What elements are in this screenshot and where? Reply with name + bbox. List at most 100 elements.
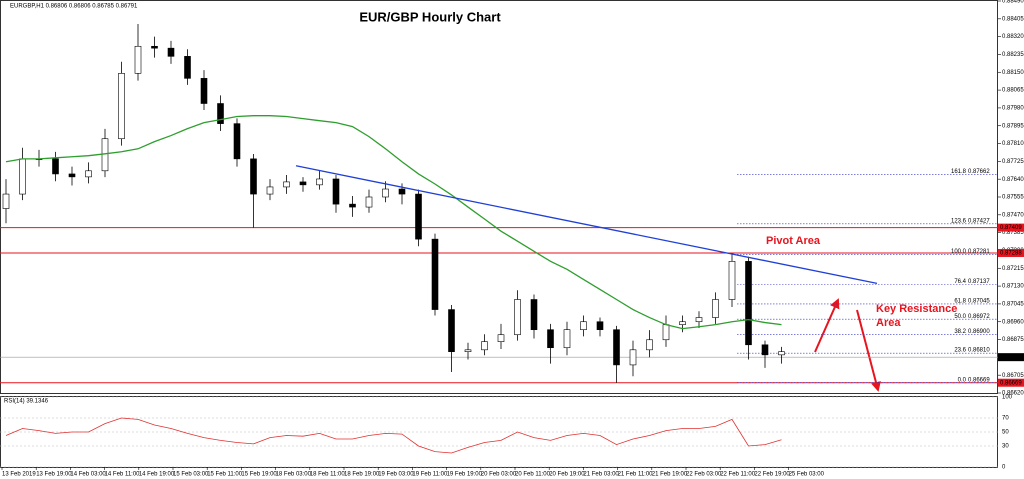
- y-tick-label: 0.86705: [1002, 373, 1024, 379]
- rsi-frame: [0, 396, 998, 468]
- candle-body: [695, 317, 703, 323]
- candle-body: [778, 351, 785, 356]
- candle-body: [481, 341, 488, 351]
- candle-body: [563, 329, 571, 349]
- candle-body: [398, 188, 406, 195]
- candle-body: [266, 186, 274, 195]
- candle-body: [85, 170, 92, 178]
- fib-price: 0.87281: [968, 249, 990, 255]
- y-tick-label: 0.87555: [1002, 195, 1024, 201]
- candle-body: [316, 178, 323, 186]
- x-tick-label: 22 Feb 03:00: [686, 472, 722, 478]
- candle-body: [283, 181, 290, 188]
- annotation: Area: [876, 317, 901, 329]
- x-tick-label: 20 Feb 03:00: [481, 472, 517, 478]
- main-frame: [0, 0, 998, 394]
- moving-average: [5, 115, 782, 330]
- y-tick-label: 0.88405: [1002, 16, 1024, 22]
- y-tick-label: 0.87215: [1002, 266, 1024, 272]
- candle-body: [646, 339, 653, 351]
- x-tick-label: 13 Feb 19:00: [36, 472, 72, 478]
- fib-level: 0.0: [958, 377, 967, 383]
- rsi-line: [5, 417, 782, 454]
- arrow-down: [856, 309, 881, 392]
- candle-body: [761, 344, 769, 356]
- candle-body: [448, 309, 455, 353]
- fib-level: 61.8: [954, 298, 966, 304]
- x-tick-label: 19 Feb 19:00: [447, 472, 483, 478]
- fib-level: 23.6: [954, 348, 966, 354]
- current-price-label: 0.86791: [1000, 355, 1022, 361]
- candle-body: [233, 123, 241, 160]
- fib-price: 0.86810: [968, 348, 990, 354]
- fib-price: 0.86972: [968, 314, 990, 320]
- y-tick-label: 0.88235: [1002, 52, 1024, 58]
- candle-body: [745, 261, 752, 346]
- y-tick-label: 0.87130: [1002, 284, 1024, 290]
- rsi-tick-label: 30: [1002, 444, 1009, 450]
- candle-body: [19, 158, 26, 195]
- candle-body: [547, 329, 554, 349]
- fib-price: 0.86900: [968, 329, 990, 335]
- candle-body: [167, 47, 175, 57]
- x-tick-label: 22 Feb 19:00: [754, 472, 790, 478]
- fib-level: 38.2: [954, 329, 966, 335]
- candle-body: [101, 138, 109, 172]
- fib-level: 123.6: [951, 218, 967, 224]
- candle-body: [662, 324, 670, 341]
- candle-body: [431, 238, 439, 310]
- candle-body: [514, 299, 521, 336]
- x-tick-label: 13 Feb 2019: [2, 472, 36, 478]
- symbol-header: EURGBP,H1 0.86806 0.86806 0.86785 0.8679…: [10, 4, 138, 10]
- fib-price: 0.87045: [968, 298, 990, 304]
- x-tick-label: 21 Feb 03:00: [583, 472, 619, 478]
- y-tick-label: 0.88320: [1002, 34, 1024, 40]
- arrow-up: [814, 298, 840, 353]
- x-tick-label: 21 Feb 11:00: [618, 472, 654, 478]
- x-tick-label: 15 Feb 11:00: [207, 472, 243, 478]
- candle-body: [52, 158, 59, 175]
- x-tick-label: 18 Feb 19:00: [344, 472, 380, 478]
- candle-body: [349, 203, 356, 208]
- candle-body: [299, 181, 307, 186]
- y-tick-label: 0.87385: [1002, 230, 1024, 236]
- y-tick-label: 0.87895: [1002, 123, 1024, 129]
- annotation: Pivot Area: [766, 235, 821, 247]
- level-label: 0.87409: [1000, 225, 1022, 231]
- candle-body: [728, 261, 736, 300]
- fib-price: 0.87137: [968, 279, 990, 285]
- candle-body: [596, 321, 604, 330]
- y-tick-label: 0.87725: [1002, 159, 1024, 165]
- annotation: Key Resistance: [876, 303, 957, 315]
- candle-body: [415, 193, 422, 240]
- fib-price: 0.87662: [968, 169, 990, 175]
- candle-body: [332, 178, 340, 205]
- candle-body: [250, 158, 257, 195]
- candle-body: [68, 173, 76, 178]
- fib-level: 161.8: [951, 169, 967, 175]
- rsi-tick-label: 100: [1002, 395, 1013, 401]
- fib-price: 0.86669: [968, 377, 990, 383]
- candle-body: [151, 45, 158, 49]
- y-tick-label: 0.87640: [1002, 177, 1024, 183]
- level-tag: [998, 378, 1024, 387]
- x-tick-label: 14 Feb 11:00: [105, 472, 141, 478]
- x-tick-label: 22 Feb 11:00: [720, 472, 756, 478]
- x-tick-label: 19 Feb 03:00: [378, 472, 414, 478]
- candle-body: [580, 321, 587, 330]
- level-label: 0.86669: [1000, 380, 1022, 386]
- y-tick-label: 0.86960: [1002, 319, 1024, 325]
- candle-body: [365, 196, 373, 208]
- y-tick-label: 0.87470: [1002, 212, 1024, 218]
- trendline: [295, 165, 878, 285]
- level-tag: [998, 223, 1024, 232]
- y-tick-label: 0.88150: [1002, 70, 1024, 76]
- level-tag: [998, 248, 1024, 257]
- fib-price: 0.87427: [968, 218, 990, 224]
- candle-body: [629, 349, 637, 366]
- chart-title: EUR/GBP Hourly Chart: [359, 9, 501, 24]
- x-tick-label: 14 Feb 03:00: [70, 472, 106, 478]
- y-tick-label: 0.87045: [1002, 301, 1024, 307]
- y-tick-label: 0.88065: [1002, 88, 1024, 94]
